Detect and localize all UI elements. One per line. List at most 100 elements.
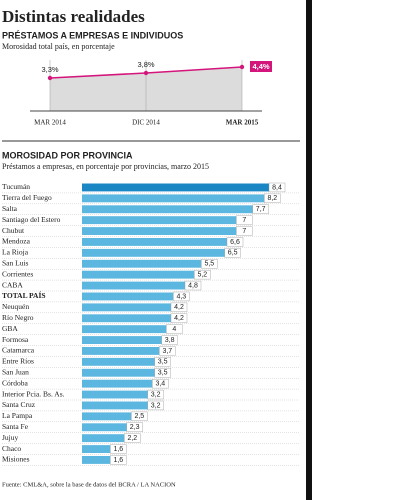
category-label: Neuquén [2,302,29,311]
label-box [124,433,141,443]
label-box [154,357,171,367]
bar [82,325,176,334]
value-label: 7,7 [256,206,266,213]
page-title: Distintas realidades [2,7,145,26]
value-label: 4,4% [252,62,269,71]
source: Fuente: CML&A, sobre la base de datos de… [2,481,176,488]
category-label: Santiago del Estero [2,215,61,224]
label-box [154,368,171,378]
x-tick-label: MAR 2014 [34,119,66,127]
x-tick-label: DIC 2014 [132,119,160,127]
category-label: Chubut [2,226,25,235]
bar [82,259,211,268]
label-box [194,270,211,280]
bar [82,434,134,443]
value-label: 3,7 [162,348,172,355]
bar [82,270,204,279]
label-box [110,444,127,454]
label-box [250,61,272,72]
bar [82,401,157,410]
bar [82,357,164,366]
frame-edge [306,0,312,500]
bar [82,281,194,290]
category-label: Salta [2,204,18,213]
category-label: Entre Ríos [2,357,34,366]
category-label: Córdoba [2,378,29,387]
bar [82,412,141,421]
bar [82,205,262,214]
label-box [264,193,281,203]
value-label: 1,6 [113,446,123,453]
category-label: La Rioja [2,248,29,257]
category-label: Tierra del Fuego [2,193,52,202]
label-box [201,259,218,269]
bar [82,336,171,344]
label-box [236,215,253,225]
category-label: TOTAL PAÍS [2,290,46,300]
bar [82,216,246,225]
label-box [152,379,169,389]
category-label: Santa Cruz [2,400,36,409]
value-label: 3,8% [137,60,154,69]
value-label: 3,4 [155,380,165,387]
label-box [147,400,164,411]
value-label: 2,3 [130,424,140,431]
category-label: San Juan [2,367,29,376]
label-box [170,302,188,312]
label-box [131,411,148,421]
label-box [147,389,164,400]
label-box [170,313,188,323]
value-label: 1,6 [113,457,123,464]
value-label: 8,2 [267,195,277,202]
chart-title: PRÉSTAMOS A EMPRESAS E INDIVIDUOS [2,30,183,40]
value-label: 6,5 [228,250,238,257]
label-box [159,346,176,356]
label-box [226,237,244,247]
chart-subtitle: Morosidad total país, en porcentaje [2,42,115,51]
category-label: Formosa [2,335,29,344]
value-label: 7 [242,228,246,235]
bar [82,445,120,453]
bar [82,183,278,192]
value-label: 3,2 [151,402,161,409]
value-label: 4,2 [174,304,184,311]
value-label: 3,3% [41,65,58,74]
value-label: 4,3 [176,293,186,300]
category-label: Chaco [2,444,21,453]
bar [82,379,162,388]
x-tick-label: MAR 2015 [226,119,259,127]
value-label: 3,2 [151,391,161,398]
value-label: 8,4 [272,184,282,191]
label-box [126,422,143,432]
point [239,64,245,70]
bar [82,227,246,235]
category-label: CABA [2,280,23,289]
value-label: 4,8 [188,282,198,289]
category-label: Tucumán [2,182,30,191]
chart-subtitle: Préstamos a empresas, en porcentaje por … [2,162,209,171]
category-label: La Pampa [2,411,33,420]
bar [82,248,234,257]
bar [82,390,157,399]
category-label: Catamarca [2,346,35,355]
label-box [184,280,202,291]
bar [82,238,236,246]
category-label: Santa Fe [2,422,29,431]
value-label: 7 [242,217,246,224]
point [47,75,53,81]
bar [82,194,274,203]
value-label: 2,2 [127,435,137,442]
category-label: GBA [2,324,18,333]
bar [82,303,180,312]
point [143,70,149,76]
label-box [173,291,190,302]
category-label: Jujuy [2,433,19,442]
bar [82,347,169,355]
category-label: Mendoza [2,237,31,246]
category-label: San Luis [2,258,29,267]
label-box [252,204,269,214]
category-label: Río Negro [2,313,34,322]
bar [82,368,164,377]
value-label: 3,5 [158,359,168,366]
